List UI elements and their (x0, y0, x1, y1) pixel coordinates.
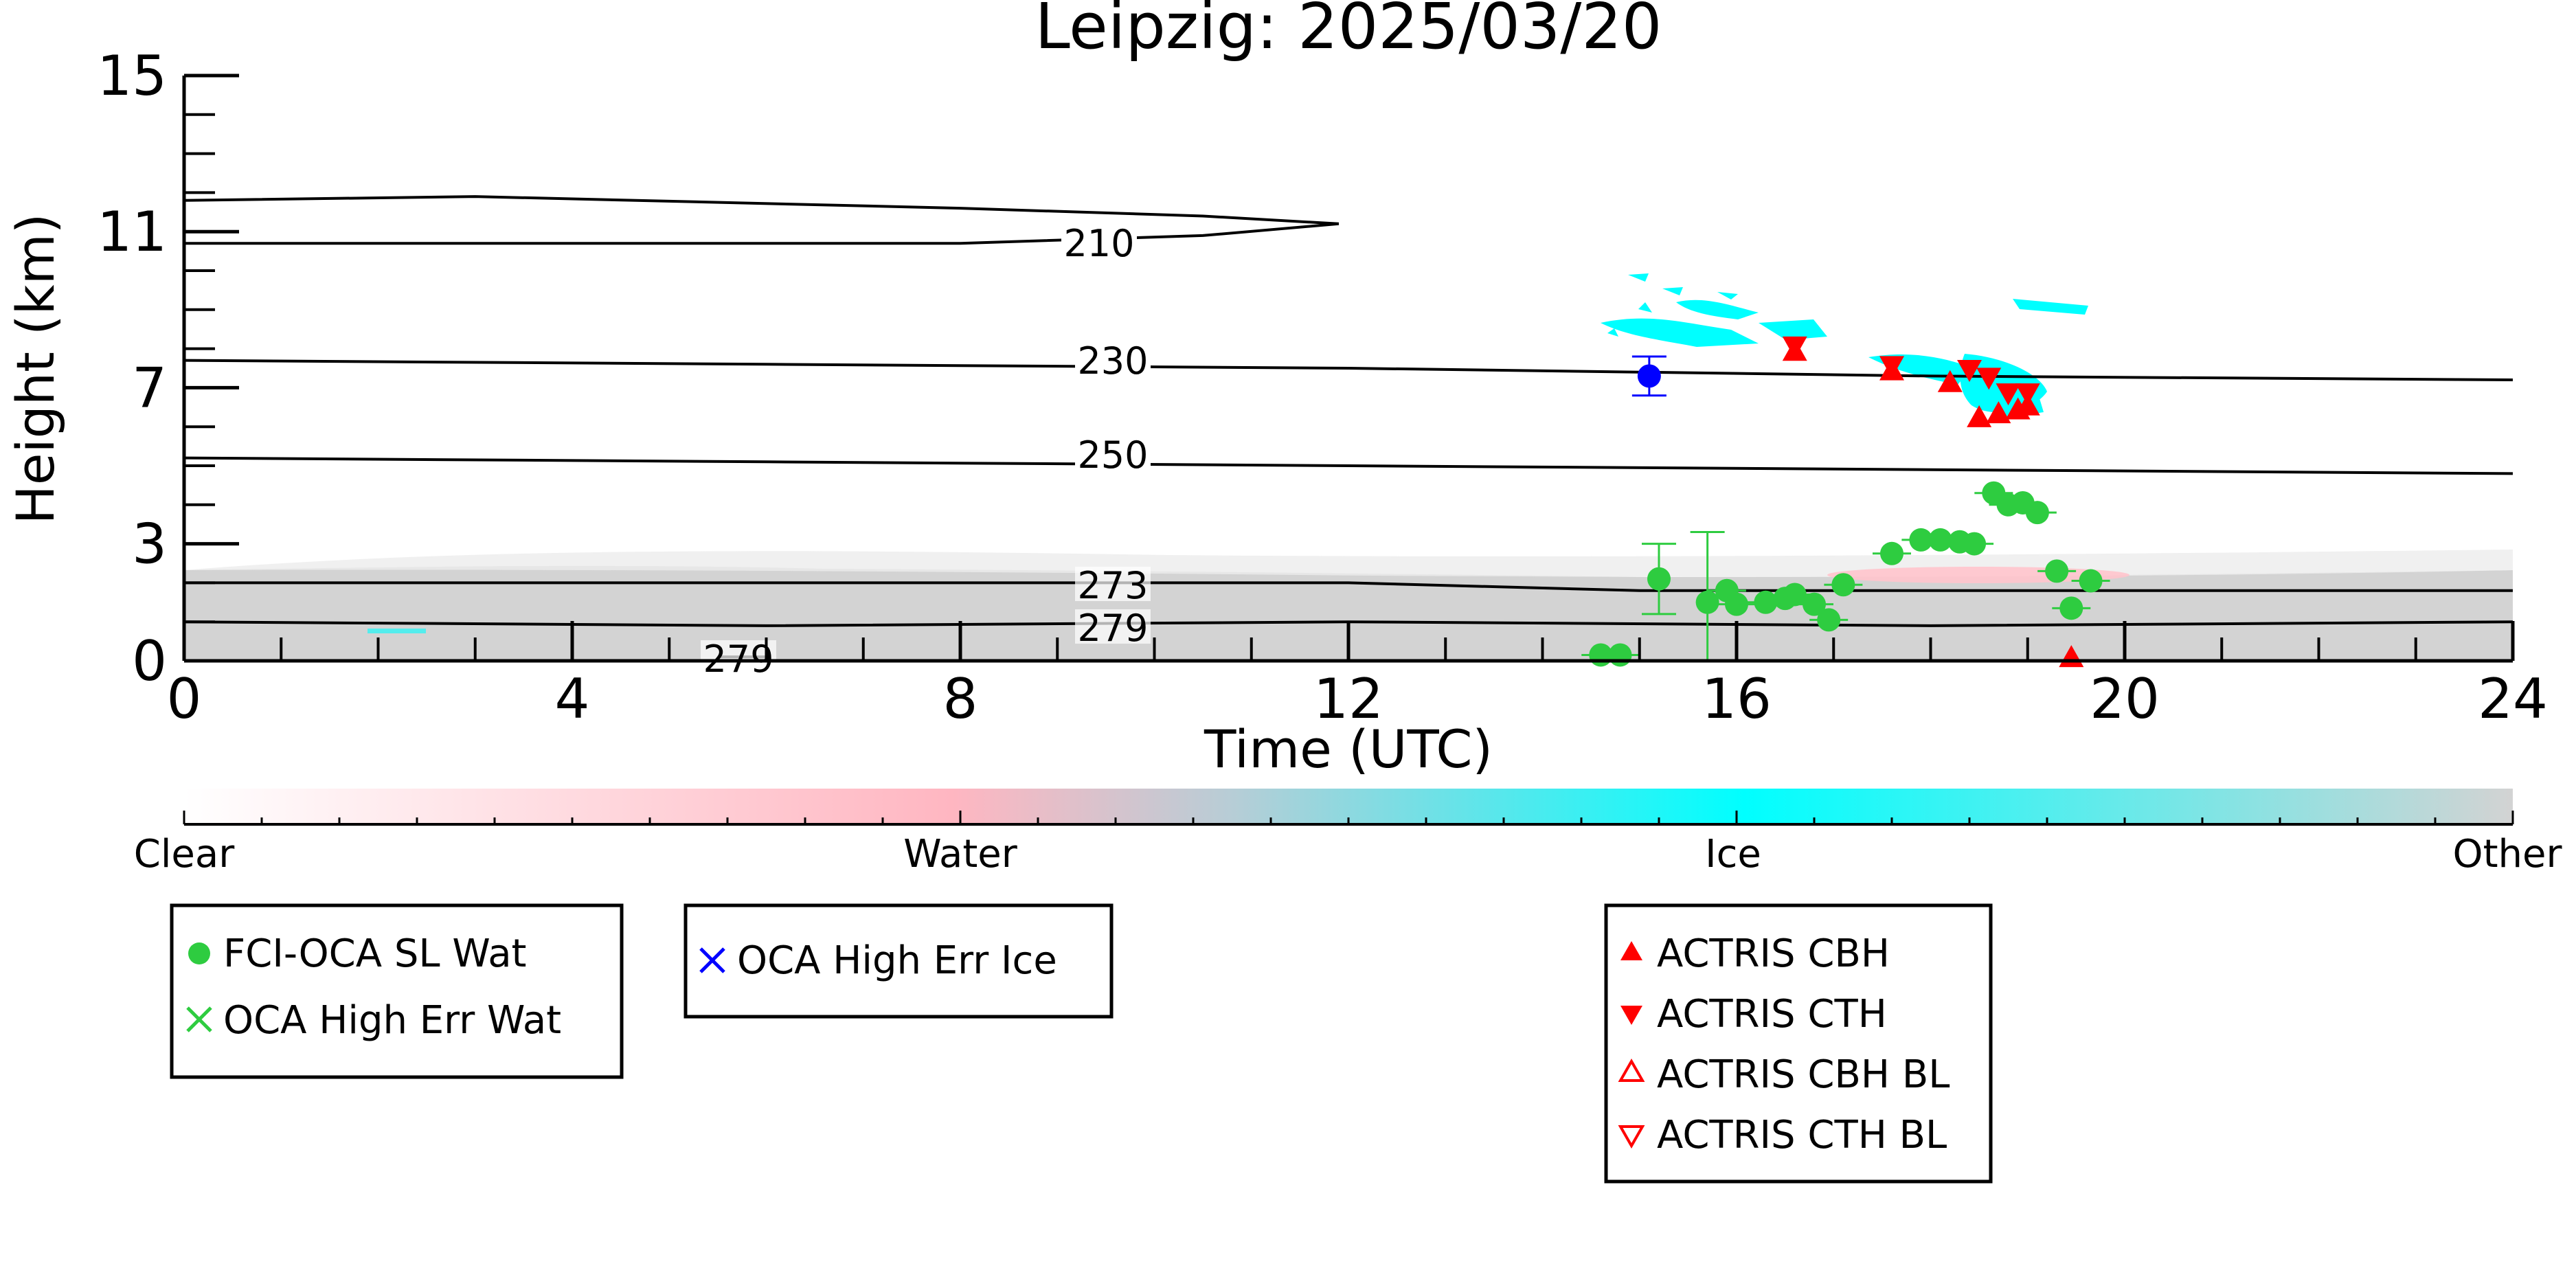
contour-label-bg (1075, 436, 1151, 471)
x-tick-label: 20 (2090, 667, 2160, 731)
axes: 0 3 7 11 15 0 4 8 12 16 20 24 (97, 44, 2548, 731)
marker-actris-cth (1996, 383, 2021, 406)
x-tick-label: 0 (167, 667, 202, 731)
colorbar-ticks (183, 811, 2514, 824)
marker-actris-cbh (1937, 370, 1963, 392)
contour-label-bg (1075, 342, 1151, 376)
x-ticks: 0 4 8 12 16 20 24 (167, 621, 2548, 731)
contour-label-bg (1075, 609, 1151, 644)
legend-water-box (170, 903, 624, 1079)
y-tick-label: 7 (132, 356, 167, 420)
y-tick-label: 11 (97, 200, 167, 264)
colorbar-label-ice: Ice (1705, 832, 1761, 877)
legend-label-actris-cth: ACTRIS CTH (1657, 992, 1887, 1037)
y-ticks: 0 3 7 11 15 (97, 44, 239, 693)
contour-label-bg (1061, 225, 1137, 259)
x-tick-label: 4 (555, 667, 590, 731)
y-tick-label: 15 (97, 44, 167, 108)
legend-label-oca-high-err-ice: OCA High Err Ice (737, 938, 1057, 983)
legend-label-fci-oca-sl-wat: FCI-OCA SL Wat (223, 931, 527, 976)
legend-marker-fci-oca-sl-wat (188, 942, 210, 964)
marker-fci-oca-sl-wat (1647, 567, 1671, 591)
legend-ice-box (683, 903, 1114, 1019)
legend-label-oca-high-err-wat: OCA High Err Wat (223, 998, 561, 1043)
contour-label: 273 (1077, 564, 1148, 607)
legend-marker-actris-cth-bl (1618, 1125, 1645, 1149)
colorbar: Clear Water Ice Other (134, 789, 2562, 877)
legend-actris: ACTRIS CBH ACTRIS CTH ACTRIS CBH BL ACTR… (1604, 903, 1993, 1184)
x-tick-label: 12 (1313, 667, 1383, 731)
legend-marker-actris-cbh-bl (1618, 1058, 1645, 1082)
y-tick-label: 0 (132, 629, 167, 693)
colorbar-label-other: Other (2452, 832, 2562, 877)
contour-label: 230 (1077, 339, 1148, 383)
marker-actris-cth (1976, 368, 2002, 390)
legend-label-actris-cbh-bl: ACTRIS CBH BL (1657, 1052, 1950, 1097)
x-axis-label: Time (UTC) (1204, 719, 1493, 780)
x-tick-label: 8 (943, 667, 978, 731)
marker-actris-cbh (1967, 405, 1992, 427)
contour-label-bg (701, 640, 776, 675)
y-axis-label: Height (km) (5, 214, 66, 525)
y-tick-label: 3 (132, 512, 167, 576)
contour-line (183, 359, 2513, 381)
marker-oca-high-err-ice (1637, 364, 1661, 388)
marker-actris-cth (1782, 336, 1807, 359)
contour-line (183, 195, 1340, 245)
contour-label: 210 (1063, 222, 1134, 265)
marker-actris-cbh (1986, 401, 2011, 424)
legend-water: FCI-OCA SL Wat OCA High Err Wat (170, 903, 624, 1079)
legend-marker-actris-cbh (1620, 941, 1642, 960)
legend-marker-oca-high-err-ice (699, 947, 725, 973)
colorbar-label-clear: Clear (134, 832, 235, 877)
marker-actris-cth (2015, 383, 2040, 406)
marker-actris-cth (1957, 360, 1982, 382)
marker-actris-cth (1879, 356, 1904, 379)
marker-fci-oca-sl-wat (1695, 590, 1719, 614)
x-tick-label: 16 (1702, 667, 1772, 731)
contour-line (183, 456, 2513, 475)
legend-label-actris-cbh: ACTRIS CBH (1657, 931, 1890, 976)
colorbar-label-water: Water (903, 832, 1018, 877)
legend-ice: OCA High Err Ice (683, 903, 1114, 1019)
legend-marker-actris-cth (1620, 1006, 1642, 1025)
legend-label-actris-cth-bl: ACTRIS CTH BL (1657, 1113, 1947, 1157)
x-tick-label: 24 (2478, 667, 2548, 731)
contour-label-bg (1075, 567, 1151, 601)
legend-actris-box (1604, 903, 1993, 1184)
contour-line (184, 581, 2513, 592)
contour-label: 250 (1077, 433, 1148, 477)
legend-marker-oca-high-err-wat (186, 1006, 212, 1032)
chart-title: Leipzig: 2025/03/20 (1035, 0, 1662, 63)
contour-label: 279 (1077, 607, 1148, 650)
